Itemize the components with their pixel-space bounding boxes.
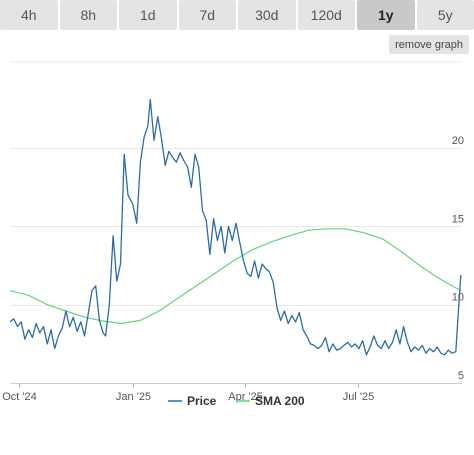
tab-8h[interactable]: 8h	[59, 0, 117, 30]
x-tick-label: Apr '25	[228, 391, 263, 403]
legend-item-sma-200[interactable]: SMA 200	[236, 394, 305, 408]
x-tick-label: Oct '24	[2, 391, 37, 403]
price-line	[9, 98, 462, 356]
axes: 5 10 15 20 Oct '24 Jan '25 Apr '25 Jul '25	[2, 135, 464, 403]
y-tick-label: 20	[452, 135, 464, 147]
legend-label: Price	[187, 394, 217, 408]
price-series	[9, 98, 462, 356]
remove-graph-button[interactable]: remove graph	[389, 35, 469, 54]
tab-7d[interactable]: 7d	[178, 0, 236, 30]
legend[interactable]: Price SMA 200	[168, 394, 305, 408]
tab-1d[interactable]: 1d	[119, 0, 177, 30]
tab-120d[interactable]: 120d	[297, 0, 355, 30]
sma-series	[9, 228, 462, 325]
y-tick-label: 10	[452, 292, 464, 304]
sma-200-line	[9, 228, 462, 325]
tab-5y[interactable]: 5y	[416, 0, 474, 30]
x-tick-label: Jul '25	[343, 391, 374, 403]
tab-30d[interactable]: 30d	[238, 0, 296, 30]
y-tick-label: 15	[452, 213, 464, 225]
legend-item-price[interactable]: Price	[168, 394, 217, 408]
x-tick-label: Jan '25	[116, 391, 151, 403]
legend-label: SMA 200	[255, 394, 305, 408]
timeframe-tabs: 4h 8h 1d 7d 30d 120d 1y 5y	[0, 0, 474, 30]
tab-1y[interactable]: 1y	[357, 0, 415, 30]
y-tick-label: 5	[458, 370, 464, 382]
tab-4h[interactable]: 4h	[0, 0, 58, 30]
